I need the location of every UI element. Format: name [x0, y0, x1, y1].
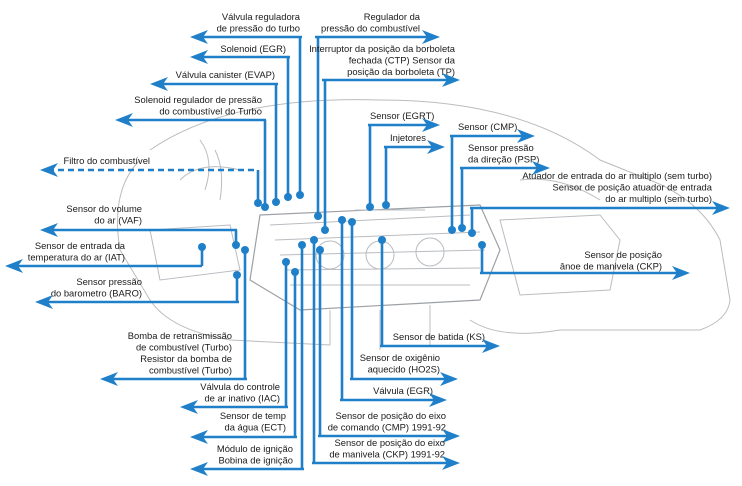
- label-text: Válvula canister (EVAP): [176, 69, 275, 80]
- arrow-end: [442, 73, 460, 87]
- label-text: posição da borboleta (TP): [347, 66, 455, 77]
- location-dot: [316, 246, 324, 254]
- label-text: de pressão do turbo: [217, 23, 300, 34]
- label-text: Módulo de ignição: [217, 443, 293, 454]
- label-text: do combustível do Turbo: [159, 106, 262, 117]
- label-text: Sensor de posição: [584, 249, 662, 260]
- location-dot: [448, 226, 456, 234]
- location-dot: [382, 201, 390, 209]
- location-dot: [296, 191, 304, 199]
- location-dot: [478, 241, 486, 249]
- label-text: Sensor de posição do eixo: [336, 410, 447, 421]
- location-dot: [378, 236, 386, 244]
- location-dot: [321, 226, 329, 234]
- arrow-end: [190, 462, 208, 476]
- label-text: Sensor de posição do eixo: [335, 437, 446, 448]
- location-dot: [291, 268, 299, 276]
- arrow-end: [190, 430, 208, 444]
- arrow-end: [35, 295, 53, 309]
- label-text: Injetores: [390, 132, 426, 143]
- location-dot: [366, 203, 374, 211]
- arrow-end: [115, 113, 133, 127]
- arrow-end: [442, 456, 460, 470]
- label-text: Regulador da: [364, 11, 421, 22]
- location-dot: [310, 236, 318, 244]
- label-text: pressão do combustível: [321, 23, 420, 34]
- label-text: Atuador de entrada do ar multiplo (sem t…: [522, 170, 712, 181]
- label-text: de combustível (Turbo): [136, 342, 232, 353]
- arrow-end: [532, 161, 550, 175]
- label-text: temperatura do ar (IAT): [28, 252, 125, 263]
- location-dot: [298, 241, 306, 249]
- label-text: Filtro do combustível: [64, 155, 151, 166]
- location-dot: [272, 198, 280, 206]
- arrow-end: [40, 223, 58, 237]
- label-text: combustível (Turbo): [149, 365, 232, 376]
- label-text: do ar multiplo (sem turbo): [605, 193, 712, 204]
- label-text: Sensor (EGRT): [370, 110, 434, 121]
- label-text: do barometro (BARO): [51, 288, 142, 299]
- location-dot: [338, 216, 346, 224]
- location-dot: [233, 271, 241, 279]
- arrow-end: [5, 259, 23, 273]
- label-text: Sensor de oxigênio: [360, 352, 440, 363]
- arrow-end: [429, 393, 447, 407]
- label-text: de ar inativo (IAC): [204, 393, 280, 404]
- location-dot: [468, 229, 476, 237]
- label-text: Válvula (EGR): [373, 385, 433, 396]
- location-dot: [261, 203, 269, 211]
- arrow-end: [440, 372, 458, 386]
- location-dot: [241, 246, 249, 254]
- label-text: Sensor do volume: [66, 203, 142, 214]
- label-text: de manivela (CKP) 1991-92: [329, 449, 445, 460]
- arrow-end: [422, 118, 440, 132]
- label-text: Sensor de temp: [220, 410, 286, 421]
- label-text: Solenoid (EGR): [220, 43, 286, 54]
- label-text: Sensor pressão: [468, 142, 534, 153]
- arrow-end: [150, 77, 168, 91]
- label-text: Válvula reguladora: [222, 11, 301, 22]
- label-text: Bobina de ignição: [218, 455, 293, 466]
- arrow-end: [422, 30, 440, 44]
- arrow-end: [442, 429, 460, 443]
- label-text: Solenoid regulador de pressão: [134, 94, 262, 105]
- label-text: Sensor pressão: [76, 276, 142, 287]
- label-text: Sensor de batida (KS): [393, 331, 485, 342]
- label-text: Sensor (CMP): [458, 121, 517, 132]
- label-text: ânoe de manivela (CKP): [560, 261, 662, 272]
- arrow-end: [190, 30, 208, 44]
- label-text: do ar (VAF): [94, 215, 142, 226]
- location-dot: [458, 224, 466, 232]
- label-text: da direção (PSP): [468, 154, 539, 165]
- arrow-end: [100, 372, 118, 386]
- label-text: Sensor de posição atuador de entrada: [553, 182, 713, 193]
- label-text: Interruptor da posição da borboleta: [309, 43, 456, 54]
- location-dot: [284, 193, 292, 201]
- arrow-end: [712, 201, 730, 215]
- arrow-end: [427, 140, 445, 154]
- location-dot: [314, 212, 322, 220]
- label-text: de comando (CMP) 1991-92: [328, 422, 446, 433]
- location-dot: [232, 241, 240, 249]
- label-text: Válvula do controle: [200, 381, 280, 392]
- location-dot: [282, 258, 290, 266]
- location-dot: [198, 243, 206, 251]
- location-dot: [254, 199, 262, 207]
- label-text: Bomba de retransmissão: [128, 330, 232, 341]
- arrow-end: [190, 50, 208, 64]
- label-text: Sensor de entrada da: [35, 240, 126, 251]
- location-dot: [348, 218, 356, 226]
- arrow-end: [672, 266, 690, 280]
- label-text: aquecido (HO2S): [368, 364, 440, 375]
- label-text: fechada (CTP) Sensor da: [349, 55, 456, 66]
- label-text: Resistor da bomba de: [140, 353, 232, 364]
- arrow-end: [180, 400, 198, 414]
- arrow-end: [517, 129, 535, 143]
- arrow-end: [482, 339, 500, 353]
- label-text: da água (ECT): [225, 422, 287, 433]
- arrow-end: [40, 163, 58, 177]
